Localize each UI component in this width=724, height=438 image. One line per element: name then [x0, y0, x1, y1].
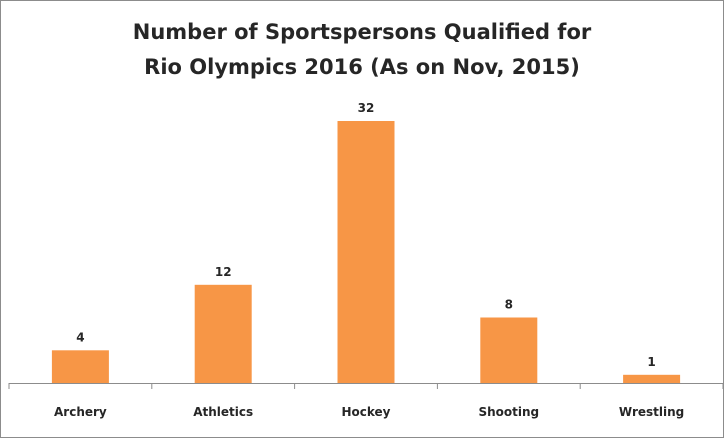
data-label-archery: 4: [76, 330, 84, 344]
data-label-hockey: 32: [358, 101, 375, 115]
category-label-wrestling: Wrestling: [619, 405, 684, 419]
bar-shooting: [480, 317, 538, 383]
chart-title-line-1: Number of Sportspersons Qualified for: [133, 20, 592, 44]
bar-wrestling: [623, 374, 681, 383]
category-label-archery: Archery: [54, 405, 107, 419]
data-label-shooting: 8: [505, 298, 513, 312]
plot-area: 4 Archery 12 Athletics 32 Hockey 8 Shooting 1 Wre…: [8, 101, 723, 419]
data-label-athletics: 12: [215, 265, 232, 279]
bar-athletics: [194, 284, 252, 384]
category-label-hockey: Hockey: [341, 405, 390, 419]
category-label-shooting: Shooting: [478, 405, 539, 419]
bar-archery: [51, 350, 109, 384]
chart-title-line-2: Rio Olympics 2016 (As on Nov, 2015): [144, 55, 580, 79]
data-label-wrestling: 1: [647, 355, 655, 369]
category-label-athletics: Athletics: [193, 405, 253, 419]
bar-hockey: [337, 121, 395, 383]
